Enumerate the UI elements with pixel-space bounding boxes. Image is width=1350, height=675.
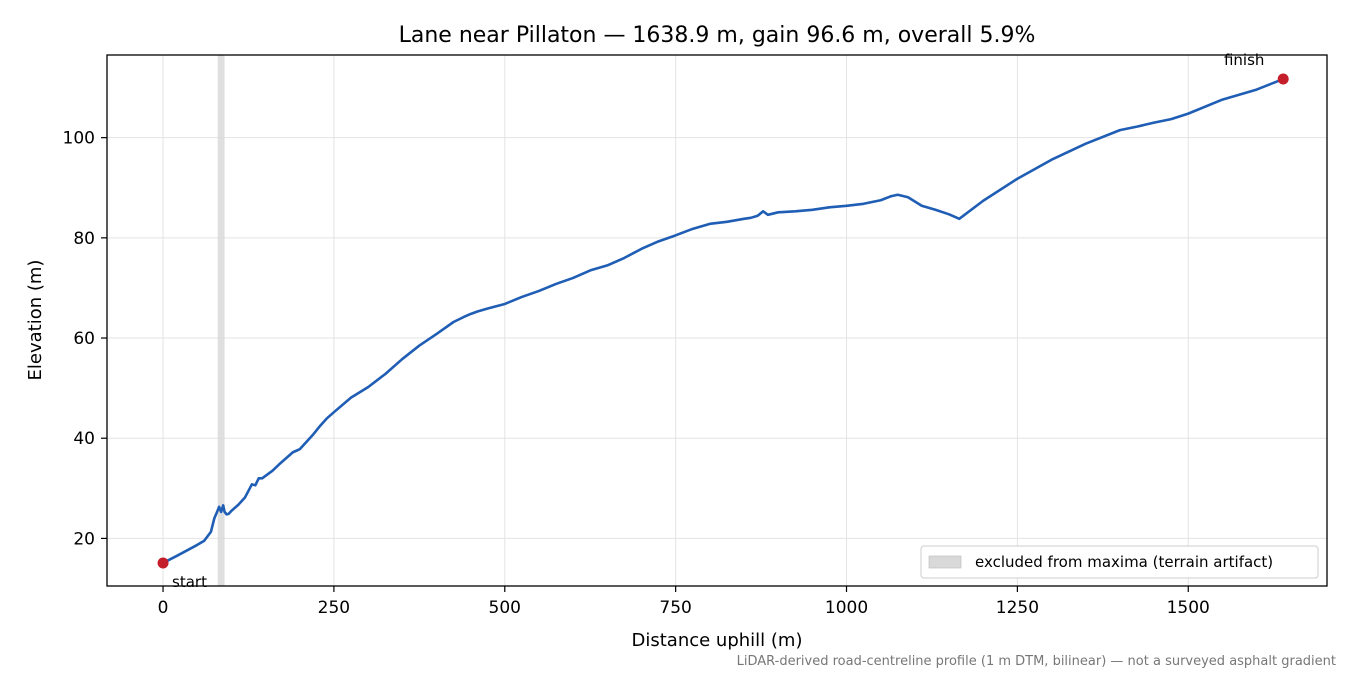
start-marker	[157, 557, 169, 569]
y-tick-label: 20	[73, 529, 95, 549]
y-axis-label: Elevation (m)	[25, 260, 46, 381]
finish-annotation: finish	[1224, 51, 1264, 69]
start-annotation: start	[172, 573, 207, 591]
excluded-band	[217, 55, 225, 586]
elevation-profile-line	[162, 77, 1284, 565]
x-tick-label: 500	[489, 598, 521, 618]
finish-marker	[1277, 73, 1289, 85]
x-tick-label: 0	[158, 598, 169, 618]
legend-box	[920, 545, 1319, 579]
x-tick-label: 1500	[1167, 598, 1210, 618]
plot-frame	[106, 54, 1328, 587]
y-axis-ticks: 20 40 60 80 100	[63, 129, 107, 549]
chart-title: Lane near Pillaton — 1638.9 m, gain 96.6…	[399, 23, 1036, 48]
x-axis-ticks: 0 250 500 750 1000 1250 1500	[158, 586, 1210, 618]
y-tick-label: 100	[63, 129, 95, 149]
x-tick-label: 1250	[996, 598, 1039, 618]
y-tick-label: 40	[73, 429, 95, 449]
y-tick-label: 60	[73, 329, 95, 349]
x-tick-label: 750	[659, 598, 691, 618]
x-tick-label: 250	[318, 598, 350, 618]
legend-label-excluded: excluded from maxima (terrain artifact)	[975, 553, 1273, 571]
legend: excluded from maxima (terrain artifact)	[920, 545, 1319, 579]
x-axis-label: Distance uphill (m)	[632, 630, 803, 651]
legend-swatch-excluded	[928, 555, 962, 569]
footnote: LiDAR-derived road-centreline profile (1…	[737, 654, 1336, 669]
y-tick-label: 80	[73, 229, 95, 249]
grid-lines	[107, 55, 1327, 586]
x-tick-label: 1000	[825, 598, 868, 618]
